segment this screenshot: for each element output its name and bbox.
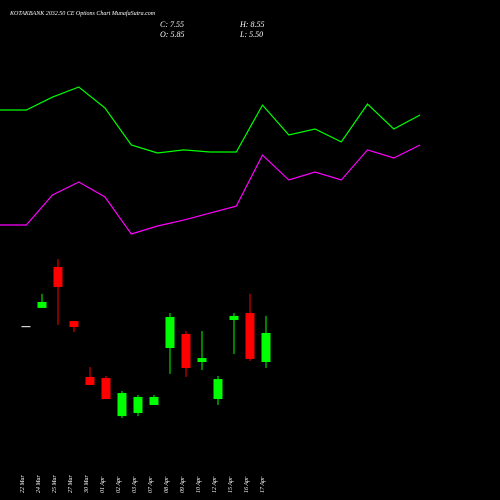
close-info: C: 7.55	[160, 20, 184, 29]
candle-body	[37, 301, 47, 308]
x-tick-label: 30 Mar	[84, 475, 90, 494]
x-tick-label: 17 Apr	[260, 476, 266, 493]
x-tick-label: 10 Apr	[196, 476, 202, 493]
x-tick-label: 12 Apr	[212, 476, 218, 493]
high-info: H: 8.55	[239, 20, 264, 29]
x-tick-label: 24 Mar	[35, 475, 42, 493]
candle-body	[213, 379, 223, 400]
candle-body	[197, 358, 207, 362]
candle-body	[149, 396, 159, 405]
candle-body	[53, 266, 63, 287]
candle-body	[165, 316, 175, 349]
candle-body	[261, 332, 271, 362]
x-tick-label: 08 Apr	[164, 476, 170, 493]
candle-body	[181, 334, 191, 368]
low-info: L: 5.50	[239, 30, 263, 39]
x-tick-label: 09 Apr	[180, 476, 186, 493]
candle-body	[117, 393, 127, 417]
x-tick-label: 01 Apr	[100, 476, 106, 493]
indicator-line	[0, 144, 421, 235]
candle-body	[133, 396, 143, 413]
candle-body	[85, 377, 95, 386]
candle-body	[245, 313, 255, 359]
open-info: O: 5.85	[160, 30, 184, 39]
x-tick-label: 03 Apr	[132, 476, 138, 493]
candle-body	[69, 321, 79, 328]
x-tick-label: 07 Apr	[148, 476, 154, 493]
x-tick-label: 15 Apr	[228, 476, 234, 493]
candle-body	[229, 315, 239, 321]
candle-body	[21, 326, 31, 328]
chart-title: KOTAKBANK 2032.50 CE Options Chart Munaf…	[9, 10, 156, 17]
candle-body	[101, 378, 111, 400]
indicator-line	[0, 86, 421, 154]
x-tick-label: 02 Apr	[116, 476, 122, 493]
x-tick-label: 27 Mar	[68, 475, 74, 493]
x-tick-label: 22 Mar	[20, 475, 26, 493]
x-tick-label: 16 Apr	[244, 476, 250, 493]
x-tick-label: 25 Mar	[52, 475, 58, 493]
